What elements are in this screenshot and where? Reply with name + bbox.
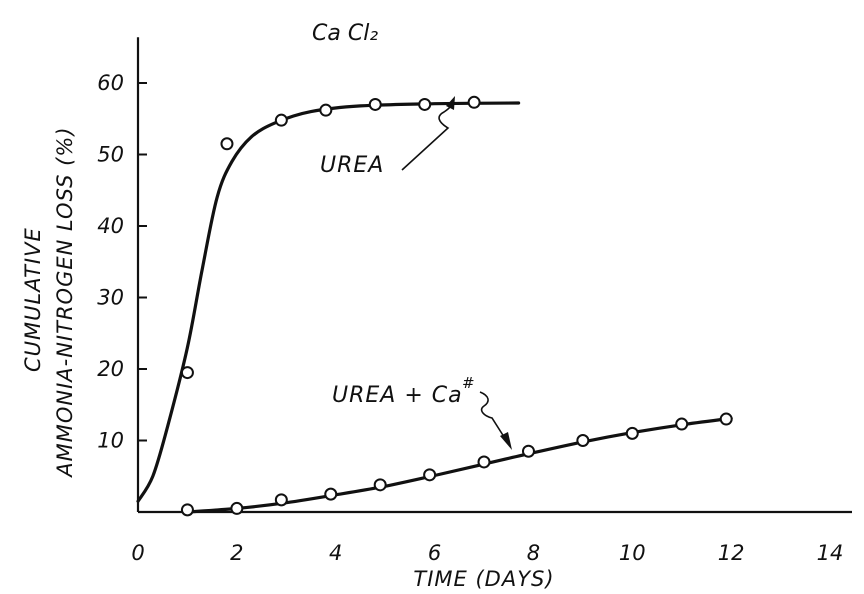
x-tick-label: 2: [230, 541, 243, 565]
urea-ca-point: [576, 434, 590, 447]
y-tick-label: 30: [97, 286, 124, 310]
tick-labels: 10 20 30 40 50 60 0 2 4 6 8 10 12 14: [97, 71, 843, 565]
x-tick-label: 12: [718, 541, 745, 565]
series-curves: [136, 101, 733, 514]
annotations: TIME (DAYS) CUMULATIVE AMMONIA-NITROGEN LO…: [21, 21, 554, 591]
urea-ca-point: [675, 417, 689, 431]
urea-point: [418, 97, 432, 111]
urea-point: [180, 366, 194, 380]
urea-ca-curve: [185, 416, 733, 514]
y-axis-title-line1: CUMULATIVE: [21, 227, 45, 372]
x-tick-label: 10: [619, 541, 646, 565]
chart-title: Ca Cl₂: [312, 21, 378, 46]
x-tick-label: 8: [527, 541, 540, 565]
urea-ca-point: [521, 444, 535, 458]
urea-point: [274, 113, 288, 127]
axes: [136, 37, 852, 514]
urea-ca-series-label: UREA + Ca: [332, 383, 463, 408]
y-tick-label: 60: [97, 71, 124, 95]
x-tick-label: 6: [428, 541, 441, 565]
y-tick-label: 10: [97, 429, 124, 453]
x-tick-label: 14: [817, 541, 844, 565]
urea-ca-point: [423, 468, 437, 482]
urea-ca-point: [477, 455, 491, 469]
urea-point: [368, 97, 382, 111]
urea-point: [467, 95, 481, 109]
urea-ca-arrowhead: [500, 432, 512, 450]
y-tick-label: 20: [97, 357, 124, 381]
y-axis-title-line2: AMMONIA-NITROGEN LOSS (%): [53, 126, 77, 478]
series-points: [180, 95, 733, 517]
urea-point: [319, 103, 333, 117]
x-axis-title: TIME (DAYS): [413, 567, 554, 591]
urea-ca-point: [230, 501, 244, 515]
urea-ca-point: [180, 503, 194, 517]
urea-ca-leader: [479, 391, 507, 441]
urea-ca-superscript: #: [462, 374, 475, 392]
urea-leader: [401, 99, 454, 171]
urea-ca-point: [719, 412, 733, 426]
urea-ca-point: [373, 478, 387, 492]
y-tick-label: 40: [97, 214, 124, 238]
x-tick-label: 4: [329, 541, 342, 565]
urea-ca-point: [324, 487, 338, 501]
urea-ca-point: [274, 493, 288, 507]
y-tick-label: 50: [97, 143, 124, 167]
urea-curve: [136, 101, 521, 503]
urea-point: [220, 137, 234, 151]
urea-ca-point: [625, 426, 639, 440]
x-tick-label: 0: [131, 541, 144, 565]
urea-series-label: UREA: [320, 153, 384, 178]
urea-arrowhead: [446, 96, 455, 110]
